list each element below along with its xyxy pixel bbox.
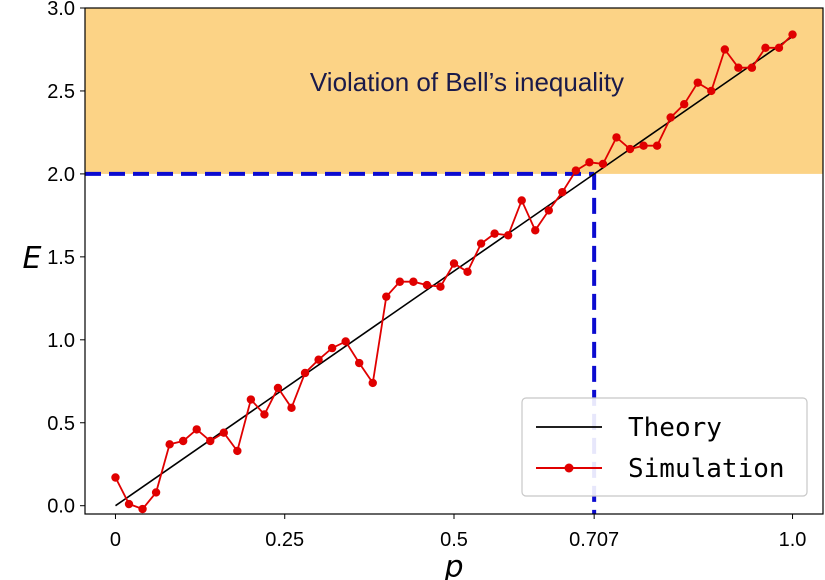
violation-region-label: Violation of Bell’s inequality — [310, 67, 624, 97]
simulation-point — [138, 504, 147, 514]
legend-box — [521, 397, 808, 497]
simulation-point — [422, 280, 432, 290]
simulation-point — [490, 229, 499, 238]
simulation-point — [355, 358, 364, 368]
simulation-point — [680, 100, 689, 109]
simulation-point — [503, 231, 513, 240]
simulation-point — [165, 440, 174, 449]
y-axis-title: E — [23, 241, 42, 276]
simulation-point — [327, 343, 337, 353]
theory-line — [115, 35, 793, 507]
simulation-point — [734, 63, 743, 72]
legend-theory-label: Theory — [628, 413, 722, 443]
y-tick-label: 0.0 — [47, 496, 75, 518]
x-tick-label: 0.707 — [569, 529, 619, 551]
simulation-point — [246, 395, 256, 404]
legend: Theory Simulation — [521, 397, 808, 497]
x-tick-label: 0.5 — [440, 529, 468, 551]
simulation-point — [124, 499, 134, 509]
x-axis-title: p — [443, 550, 463, 580]
x-tick-label: 0.25 — [265, 529, 304, 551]
simulation-point — [382, 292, 391, 301]
y-tick-label: 0.5 — [47, 413, 75, 435]
simulation-point — [639, 141, 648, 150]
simulation-point — [233, 446, 242, 456]
simulation-point — [206, 436, 215, 446]
simulation-point — [111, 473, 120, 482]
simulation-point — [476, 239, 486, 248]
y-tick-label: 2.5 — [47, 81, 75, 103]
simulation-point — [531, 226, 540, 235]
simulation-point — [219, 428, 228, 437]
simulation-point — [300, 368, 310, 378]
legend-simulation-label: Simulation — [628, 454, 785, 484]
simulation-point — [341, 337, 350, 346]
simulation-point — [409, 277, 418, 286]
simulation-point — [788, 30, 797, 39]
x-tick-label: 0 — [110, 529, 121, 551]
simulation-point — [273, 383, 283, 393]
simulation-point — [774, 43, 784, 53]
legend-simulation-marker — [564, 463, 574, 473]
simulation-point — [747, 63, 757, 72]
simulation-point — [720, 45, 730, 54]
simulation-point — [314, 355, 323, 364]
simulation-point — [463, 267, 472, 276]
simulation-point — [558, 187, 567, 197]
simulation-point — [178, 436, 188, 446]
y-tick-label: 2.0 — [47, 164, 75, 186]
simulation-point — [652, 141, 662, 150]
y-tick-label: 1.0 — [47, 330, 75, 352]
simulation-point — [666, 113, 675, 122]
simulation-point — [571, 166, 581, 175]
simulation-point — [287, 403, 296, 413]
simulation-point — [612, 133, 621, 142]
simulation-point — [449, 259, 459, 268]
simulation-point — [395, 277, 405, 286]
simulation-point — [544, 206, 553, 215]
violation-region — [85, 8, 823, 174]
simulation-point — [151, 488, 161, 497]
simulation-point — [625, 144, 635, 154]
simulation-point — [517, 196, 526, 205]
y-tick-label: 1.5 — [47, 247, 75, 269]
simulation-point — [693, 78, 702, 87]
simulation-point — [585, 158, 594, 167]
y-tick-label: 3.0 — [47, 0, 75, 20]
simulation-point — [368, 378, 377, 388]
simulation-point — [260, 410, 269, 419]
simulation-point — [192, 425, 201, 434]
simulation-point — [598, 159, 608, 169]
simulation-point — [707, 86, 716, 96]
x-tick-label: 1.0 — [779, 529, 807, 551]
simulation-point — [436, 282, 445, 291]
simulation-point — [761, 43, 770, 53]
